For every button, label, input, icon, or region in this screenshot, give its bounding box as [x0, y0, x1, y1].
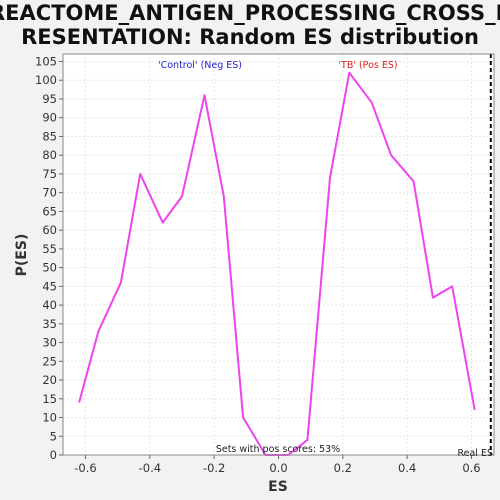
- y-tick-label: 35: [42, 317, 57, 331]
- chart-title-line-1: REACTOME_ANTIGEN_PROCESSING_CROSS_P: [0, 1, 500, 25]
- y-tick-label: 100: [35, 73, 57, 87]
- y-tick-label: 85: [42, 129, 57, 143]
- pos-es-label: 'TB' (Pos ES): [338, 60, 397, 71]
- grid-lines: [63, 54, 494, 456]
- y-tick-label: 45: [42, 279, 57, 293]
- x-tick-label: -0.4: [139, 461, 161, 475]
- y-axis-ticks: 0 5 10 15 20 25 30 35 40 45 50 55 60 65 70 75 80 85 90 95 10…: [35, 54, 63, 462]
- plot-border: [62, 53, 495, 456]
- y-tick-label: 95: [42, 92, 57, 106]
- y-tick-label: 10: [42, 411, 57, 425]
- y-tick-label: 0: [50, 448, 57, 462]
- y-tick-label: 105: [35, 54, 57, 68]
- y-tick-label: 80: [42, 148, 57, 162]
- real-es-label: Real ES: [457, 448, 493, 459]
- x-axis-ticks: -0.6 -0.4 -0.2 0.0 0.2 0.4 0.6: [74, 455, 481, 475]
- x-tick-label: 0.4: [398, 461, 416, 475]
- y-tick-label: 30: [42, 336, 57, 350]
- x-axis-label: ES: [268, 479, 288, 495]
- pos-scores-label: Sets with pos scores: 53%: [216, 444, 340, 455]
- y-tick-label: 25: [42, 354, 57, 368]
- y-tick-label: 65: [42, 204, 57, 218]
- y-axis-label: P(ES): [14, 234, 30, 277]
- y-tick-label: 75: [42, 167, 57, 181]
- y-tick-label: 50: [42, 261, 57, 275]
- x-tick-label: 0.2: [334, 461, 352, 475]
- x-tick-label: -0.2: [203, 461, 225, 475]
- neg-es-label: 'Control' (Neg ES): [158, 60, 242, 71]
- y-tick-label: 90: [42, 111, 57, 125]
- y-tick-label: 70: [42, 186, 57, 200]
- y-tick-label: 60: [42, 223, 57, 237]
- y-tick-label: 20: [42, 373, 57, 387]
- y-tick-label: 15: [42, 392, 57, 406]
- y-tick-label: 40: [42, 298, 57, 312]
- x-tick-label: -0.6: [74, 461, 96, 475]
- x-tick-label: 0.0: [269, 461, 287, 475]
- y-tick-label: 5: [50, 429, 57, 443]
- y-tick-label: 55: [42, 242, 57, 256]
- chart-title-line-2: RESENTATION: Random ES distribution: [21, 25, 479, 49]
- x-tick-label: 0.6: [462, 461, 480, 475]
